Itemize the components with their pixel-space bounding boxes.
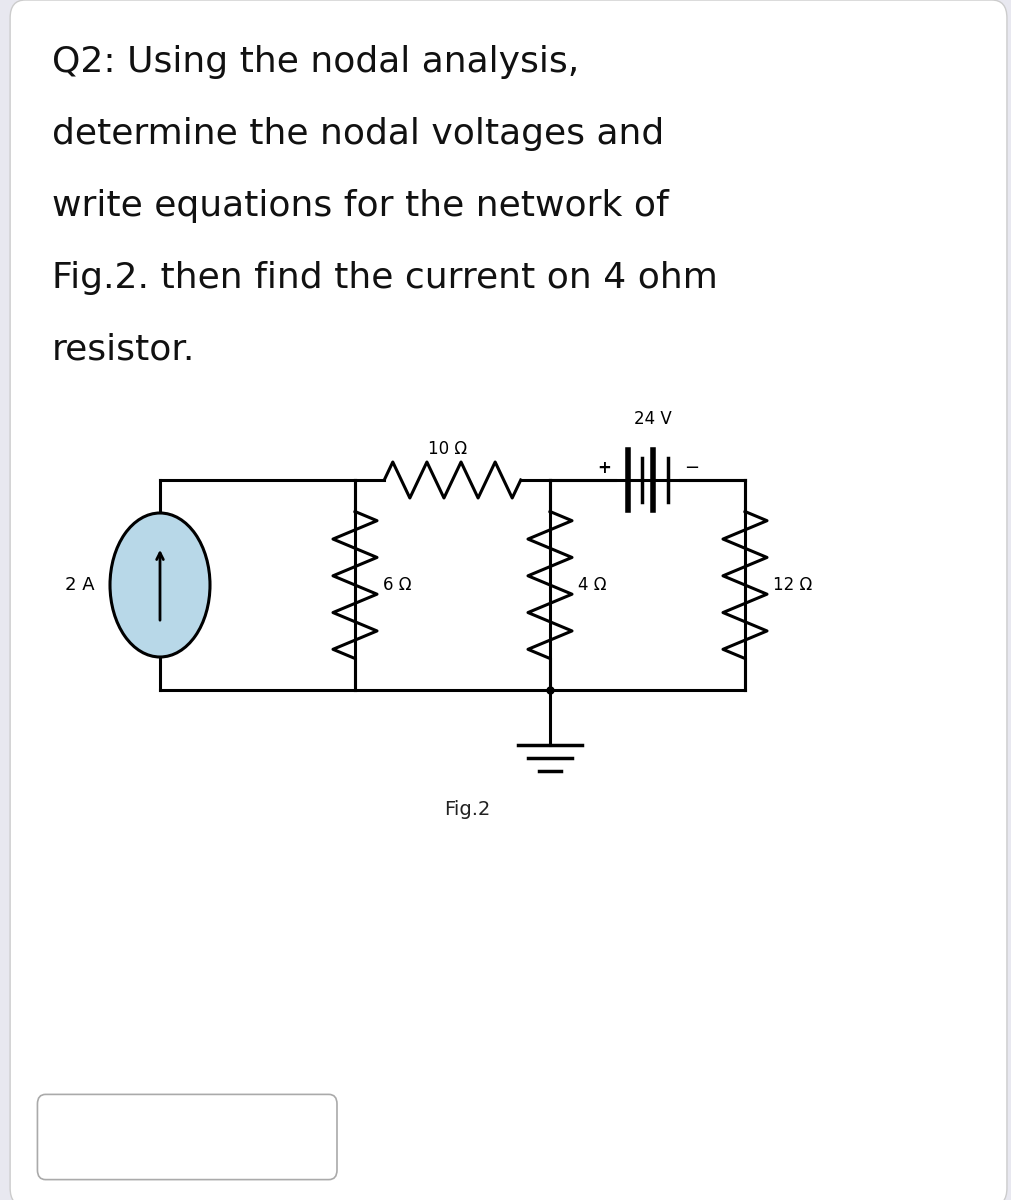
- Text: 2 A: 2 A: [66, 576, 95, 594]
- Text: Q2: Using the nodal analysis,: Q2: Using the nodal analysis,: [52, 44, 578, 79]
- Text: 12 Ω: 12 Ω: [772, 576, 812, 594]
- Text: 4 Ω: 4 Ω: [577, 576, 606, 594]
- Text: ↑  Add file: ↑ Add file: [129, 1128, 245, 1146]
- Text: Fig.2. then find the current on 4 ohm: Fig.2. then find the current on 4 ohm: [52, 260, 717, 295]
- Text: 6 Ω: 6 Ω: [382, 576, 411, 594]
- Text: Fig.2: Fig.2: [444, 800, 490, 818]
- Text: determine the nodal voltages and: determine the nodal voltages and: [52, 116, 663, 151]
- Text: 24 V: 24 V: [633, 410, 670, 428]
- Text: resistor.: resistor.: [52, 332, 195, 367]
- Text: write equations for the network of: write equations for the network of: [52, 188, 668, 223]
- Text: 10 Ω: 10 Ω: [428, 440, 467, 458]
- Ellipse shape: [110, 514, 210, 658]
- Text: −: −: [683, 458, 699, 476]
- Text: +: +: [596, 458, 611, 476]
